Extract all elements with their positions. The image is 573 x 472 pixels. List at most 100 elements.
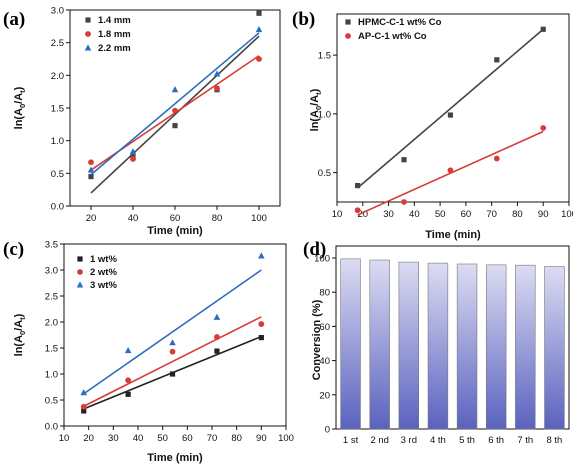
panel-c-fit-line [83, 269, 262, 395]
panel-b-x-tick-label: 10 [332, 209, 343, 220]
panel-c-x-axis-title: Time (min) [147, 452, 203, 464]
panel-c: (c) 10 20 30 40 50 60 70 80 90 100 0.0 0.5 1.0 1.5 2.0… [3, 239, 294, 464]
panel-b-x-tick-label: 40 [409, 209, 420, 220]
panel-a-y-tick-label: 1.5 [51, 104, 64, 115]
panel-b-y-tick-label: 0.5 [318, 168, 331, 179]
panel-b-data-point [493, 155, 500, 162]
panel-d-bar [369, 259, 390, 430]
panel-d-y-tick-label: 40 [319, 356, 330, 367]
panel-c-y-tick-label: 3.5 [45, 240, 58, 251]
panel-b-x-tick-label: 100 [561, 209, 573, 220]
panel-b-x-axis-title: Time (min) [425, 229, 481, 241]
panel-a-data-point [130, 156, 136, 162]
panel-b-legend-label: AP-C-1 wt% Co [358, 31, 427, 42]
panel-d-frame [335, 245, 570, 430]
panel-d-y-tick-label: 60 [319, 322, 330, 333]
panel-c-x-tick-label: 70 [207, 433, 218, 444]
panel-a-data-point [256, 10, 262, 16]
panel-a-x-tick-label: 40 [128, 213, 139, 224]
panel-c-x-tick-label: 30 [108, 433, 119, 444]
panel-d-x-tick-label: 1 st [343, 435, 359, 446]
panel-c-y-tick-label: 1.0 [45, 370, 58, 381]
panel-c-x-tick-label: 90 [256, 433, 267, 444]
panel-b-data-point [401, 199, 407, 205]
panel-c-data-point [169, 339, 176, 346]
panel-a-data-point [213, 70, 221, 77]
panel-a-fit-line [90, 32, 260, 176]
panel-d-x-tick-label: 2 nd [370, 435, 389, 446]
panel-d-y-axis-title: Conversion (%) [311, 299, 323, 380]
panel-c-fit-line [83, 316, 262, 407]
panel-b-y-axis-title: ln(A0/At) [309, 88, 323, 131]
panel-d-y-tick-label: 20 [319, 390, 330, 401]
panel-b-data-point [401, 157, 407, 163]
panel-a-legend-marker [85, 31, 91, 37]
panel-c-data-point [258, 321, 265, 327]
panel-a-data-point [171, 86, 179, 93]
panel-b-fit-line [357, 130, 544, 216]
panel-a-data-point [88, 159, 94, 166]
panel-b-x-tick-label: 60 [461, 209, 472, 220]
panel-a-y-tick-label: 2.5 [51, 38, 64, 49]
panel-b-x-tick-label: 20 [357, 209, 368, 220]
panel-b-data-point [355, 182, 361, 189]
panel-c-y-tick-label: 2.5 [45, 292, 58, 303]
panel-c-frame [63, 243, 287, 427]
panel-a-y-tick-label: 0.5 [51, 169, 64, 180]
panel-d-bar [515, 264, 536, 430]
panel-c-y-axis-title: ln(A0/At) [13, 313, 27, 356]
panel-c-legend-marker [76, 281, 84, 288]
panel-b: (b) 10 20 30 40 50 60 70 80 90 100 0.5 1.0 1.5 HPMC-C… [292, 9, 573, 241]
panel-a-data-point [88, 174, 94, 180]
panel-c-data-point [80, 389, 88, 396]
panel-c-data-point [169, 371, 176, 377]
panel-b-label: (b) [292, 9, 315, 30]
panel-d-x-tick-label: 5 th [459, 435, 475, 446]
panel-c-data-point [214, 334, 220, 340]
panel-c-x-tick-label: 50 [157, 433, 168, 444]
panel-a-legend-marker [85, 17, 91, 23]
panel-a-x-tick-label: 60 [170, 213, 181, 224]
panel-b-data-point [447, 112, 454, 118]
panel-b-data-point [354, 207, 361, 214]
panel-a-legend-label: 1.4 mm [98, 15, 131, 26]
panel-d-bar [456, 263, 478, 430]
panel-d-x-tick-label: 7 th [517, 435, 533, 446]
panel-b-legend-marker [345, 33, 351, 39]
panel-a: (a) 20 40 60 80 100 0.0 0.5 1.0 1.5 2.0 2.5 3.0 1.4 … [3, 6, 281, 237]
panel-a-y-tick-label: 2.0 [51, 71, 64, 82]
panel-c-data-point [124, 347, 132, 354]
panel-a-data-point [87, 166, 95, 173]
panel-c-y-tick-label: 2.0 [45, 318, 58, 329]
panel-a-data-point [256, 56, 262, 62]
panel-b-legend-label: HPMC-C-1 wt% Co [358, 17, 442, 28]
panel-a-legend-label: 2.2 mm [98, 43, 131, 54]
panel-d-y-tick-label: 0 [325, 425, 330, 436]
panel-d-bar [340, 258, 361, 430]
panel-c-data-point [81, 408, 87, 414]
panel-b-x-tick-label: 80 [512, 209, 523, 220]
panel-c-y-tick-label: 1.5 [45, 344, 58, 355]
panel-c-data-point [80, 403, 87, 410]
panel-c-data-point [214, 348, 220, 354]
panel-c-x-tick-label: 40 [133, 433, 144, 444]
panel-c-x-tick-label: 60 [182, 433, 193, 444]
panel-c-x-tick-label: 20 [83, 433, 94, 444]
panel-a-data-point [214, 85, 220, 92]
panel-b-data-point [540, 26, 546, 32]
panel-a-y-axis-title: ln(A0/At) [13, 86, 27, 129]
panel-c-x-tick-label: 80 [231, 433, 242, 444]
panel-d-y-tick-label: 80 [319, 288, 330, 299]
panel-d: (d) 0 20 40 60 80 100 1 st 2 nd 3 rd 4 th 5 th 6 th… [303, 239, 570, 446]
panel-b-data-point [494, 57, 500, 63]
panel-c-legend-marker [77, 269, 83, 275]
panel-c-data-point [125, 377, 132, 384]
panel-d-label: (d) [303, 239, 326, 260]
panel-a-x-axis-title: Time (min) [147, 225, 203, 237]
panel-a-data-point [172, 123, 178, 129]
panel-a-fit-line [90, 35, 260, 194]
panel-c-y-tick-label: 0.0 [45, 422, 58, 433]
panel-d-bar [398, 261, 420, 430]
panel-c-label: (c) [3, 239, 24, 260]
